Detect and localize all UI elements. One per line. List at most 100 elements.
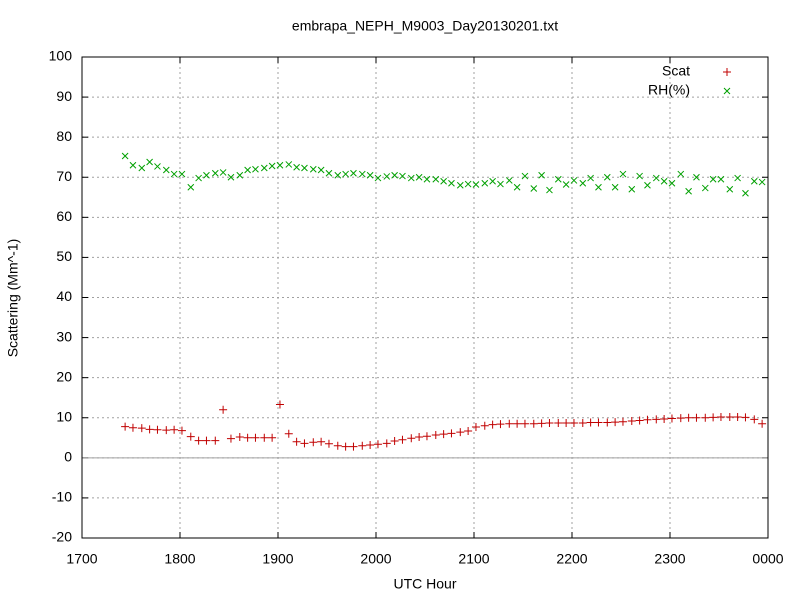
x-tick-label: 1800	[164, 551, 195, 567]
point	[236, 171, 244, 179]
point	[603, 173, 611, 181]
point	[399, 172, 406, 180]
legend-marker	[723, 87, 731, 95]
point	[374, 174, 382, 182]
point	[505, 419, 514, 428]
point	[471, 422, 480, 431]
point	[586, 418, 595, 427]
point	[537, 419, 546, 428]
point	[423, 175, 431, 183]
point	[275, 400, 284, 409]
point	[382, 439, 391, 448]
point	[358, 170, 366, 178]
point	[578, 418, 587, 427]
point	[194, 436, 203, 445]
point	[709, 413, 718, 422]
point	[693, 173, 700, 181]
x-tick-label: 1700	[66, 551, 97, 567]
point	[684, 413, 693, 422]
y-tick-label: 10	[56, 408, 72, 424]
point	[251, 433, 260, 442]
point	[644, 181, 651, 189]
point	[317, 166, 325, 174]
point	[324, 439, 333, 448]
point	[391, 171, 398, 179]
chart-title: embrapa_NEPH_M9003_Day20130201.txt	[292, 18, 558, 34]
point	[726, 185, 734, 193]
point	[226, 434, 235, 443]
point	[742, 189, 749, 197]
point	[252, 165, 259, 173]
point	[366, 171, 374, 179]
point	[121, 152, 129, 160]
point	[138, 164, 146, 172]
point	[488, 420, 497, 429]
point	[758, 178, 766, 186]
point	[660, 177, 668, 185]
point	[276, 161, 284, 169]
point	[162, 166, 170, 174]
point	[285, 161, 293, 168]
point	[300, 439, 309, 448]
point	[595, 183, 602, 191]
point	[309, 438, 318, 447]
point	[472, 181, 480, 188]
point	[284, 429, 293, 438]
x-tick-label: 2300	[654, 551, 685, 567]
point	[422, 432, 431, 441]
point	[415, 432, 424, 441]
plot-frame	[81, 56, 769, 539]
y-tick-label: 90	[56, 88, 72, 104]
y-tick-label: -20	[52, 529, 72, 545]
y-tick-label: 50	[56, 248, 72, 264]
point	[366, 441, 375, 450]
point	[292, 437, 301, 446]
point	[170, 170, 178, 178]
point	[407, 174, 415, 182]
point	[709, 175, 717, 183]
point	[137, 424, 146, 433]
point	[325, 169, 333, 177]
point	[464, 426, 473, 435]
point	[603, 418, 612, 427]
point	[497, 180, 504, 188]
point	[448, 179, 455, 187]
point	[628, 185, 636, 193]
point	[668, 179, 676, 187]
point	[554, 418, 563, 427]
point	[415, 173, 423, 181]
point	[195, 174, 202, 182]
point	[145, 425, 154, 434]
point	[432, 175, 440, 183]
x-tick-label: 2100	[458, 551, 489, 567]
point	[677, 170, 685, 178]
point	[569, 418, 578, 427]
point	[243, 433, 252, 442]
point	[701, 413, 710, 422]
point	[398, 435, 407, 444]
point	[611, 418, 620, 427]
y-tick-label: 30	[56, 328, 72, 344]
point	[146, 158, 153, 166]
point	[383, 173, 391, 180]
point	[667, 414, 676, 423]
legend-label: RH(%)	[648, 82, 690, 98]
legend-label: Scat	[662, 63, 690, 79]
point	[643, 415, 652, 424]
point	[660, 414, 669, 423]
point	[341, 442, 350, 451]
point	[480, 421, 489, 430]
point	[627, 416, 636, 425]
point	[447, 429, 456, 438]
point	[153, 425, 162, 434]
point	[750, 415, 759, 424]
y-tick-label: 60	[56, 208, 72, 224]
point	[513, 183, 521, 191]
point	[227, 173, 235, 181]
point	[407, 434, 416, 443]
point	[373, 440, 382, 449]
point	[350, 169, 357, 177]
point	[529, 419, 538, 428]
point	[562, 181, 570, 188]
